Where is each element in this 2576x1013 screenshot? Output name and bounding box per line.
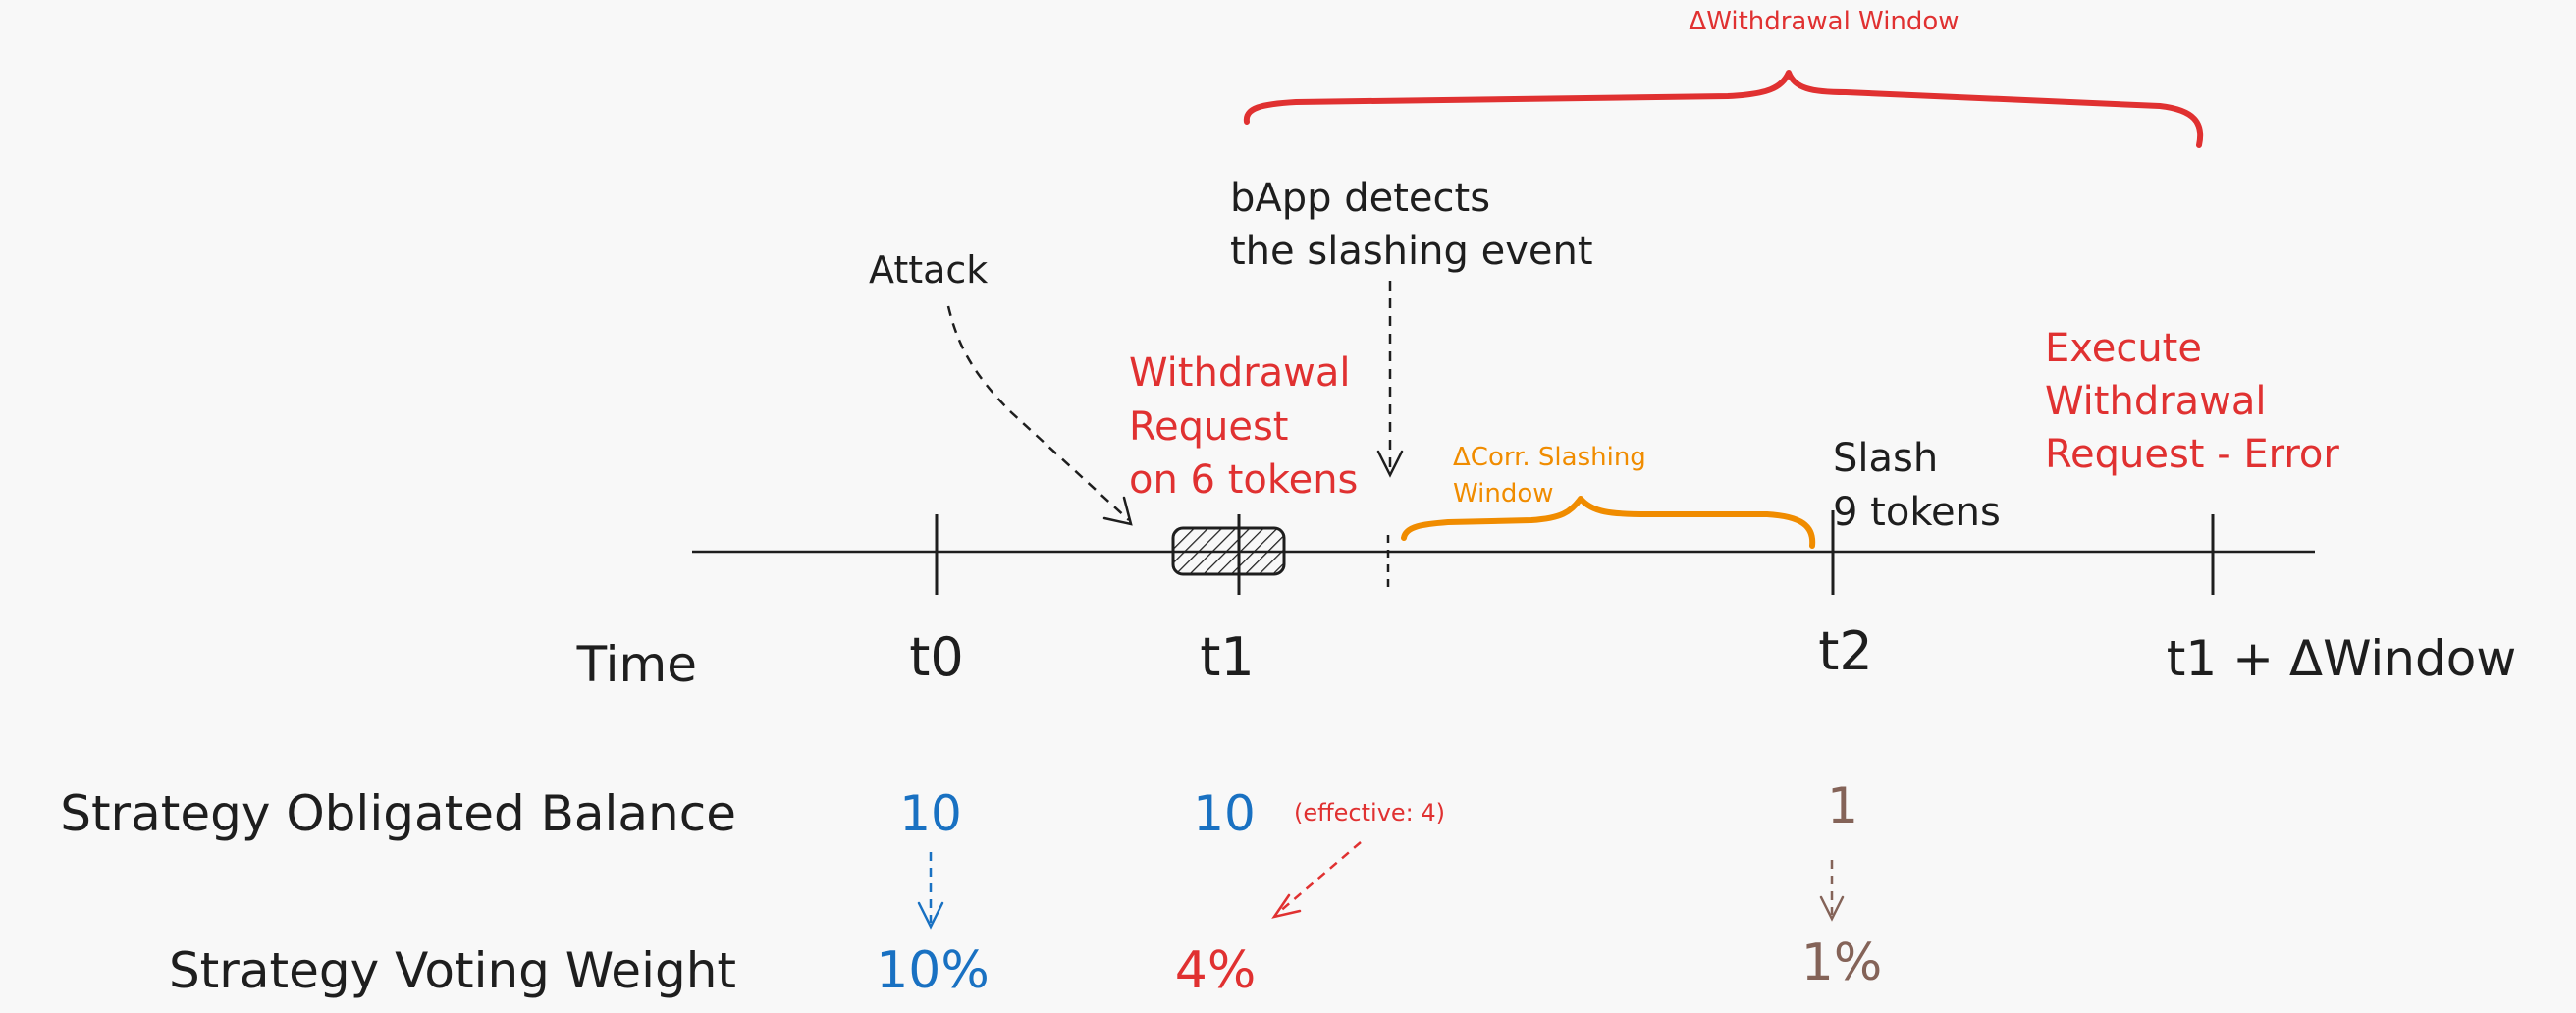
weight-t1: 4% xyxy=(1175,941,1257,1000)
attack-arrow xyxy=(946,305,1130,521)
balance-t1: 10 xyxy=(1193,785,1256,842)
corr-slashing-window-label: ΔCorr. Slashing Window xyxy=(1453,443,1654,508)
weight-t0: 10% xyxy=(876,941,990,1000)
attack-arrowhead xyxy=(1102,496,1133,526)
arrow-t2-head xyxy=(1819,895,1845,922)
withdrawal-request-block xyxy=(1171,526,1286,576)
voting-row-label: Strategy Voting Weight xyxy=(169,942,736,999)
tick-label-t0: t0 xyxy=(909,626,964,688)
balance-t0: 10 xyxy=(899,785,962,842)
tick-label-t2: t2 xyxy=(1818,620,1873,682)
execute-withdrawal-error-label: Execute Withdrawal Request - Error xyxy=(2045,326,2339,477)
time-row-label: Time xyxy=(576,636,697,693)
arrow-t0-head xyxy=(917,901,944,930)
withdrawal-window-label: ΔWithdrawal Window xyxy=(1689,7,1959,36)
weight-t2: 1% xyxy=(1801,933,1883,992)
arrow-t1-head xyxy=(1271,893,1302,919)
effective-balance-note: (effective: 4) xyxy=(1294,799,1445,826)
slash-label: Slash 9 tokens xyxy=(1833,436,2001,535)
attack-label: Attack xyxy=(869,248,988,292)
tick-label-t1: t1 xyxy=(1200,626,1255,688)
withdrawal-window-brace xyxy=(1243,70,2204,148)
balance-row-label: Strategy Obligated Balance xyxy=(60,785,736,842)
balance-t2: 1 xyxy=(1827,777,1858,834)
bapp-detects-label: bApp detects the slashing event xyxy=(1230,176,1593,274)
tick-label-t1-window: t1 + ΔWindow xyxy=(2167,630,2516,687)
withdrawal-request-label: Withdrawal Request on 6 tokens xyxy=(1129,350,1363,503)
arrow-t1 xyxy=(1277,841,1362,914)
bapp-detects-arrowhead xyxy=(1376,450,1404,478)
corr-slashing-window-brace xyxy=(1401,496,1816,549)
